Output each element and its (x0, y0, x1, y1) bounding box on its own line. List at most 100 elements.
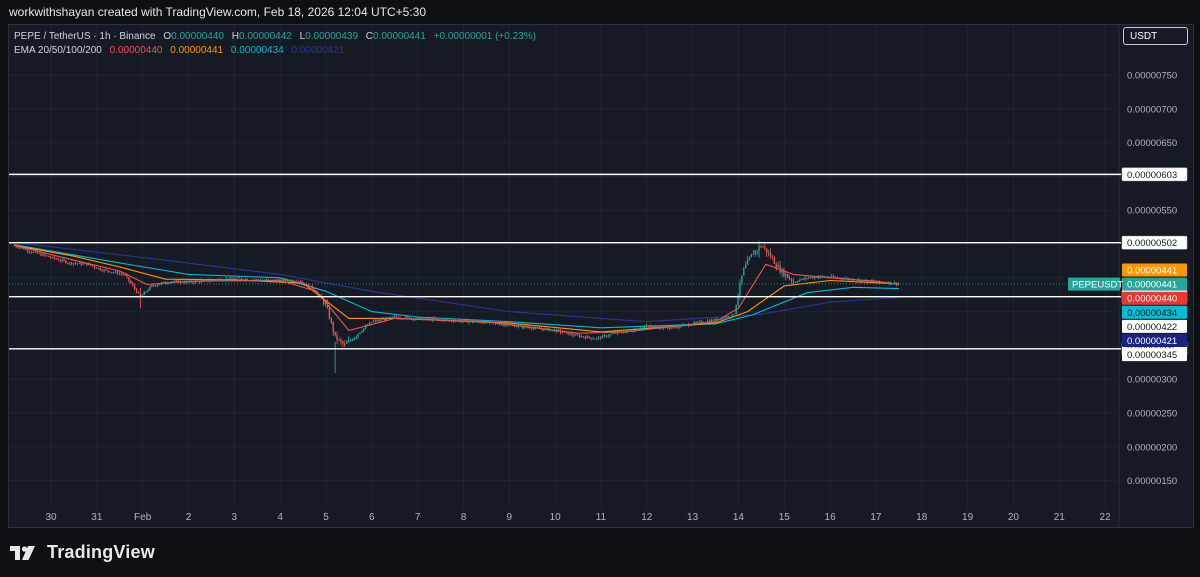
candle-body (193, 282, 195, 284)
candle-body (49, 256, 52, 258)
level-price-label: 0.00000345 (1127, 350, 1177, 361)
candle-body (86, 263, 88, 266)
candle-body (101, 270, 103, 272)
candle-body (452, 320, 455, 322)
candle-body (433, 318, 436, 320)
candle-body (109, 271, 111, 273)
candle-body (175, 280, 178, 282)
candle-body (714, 318, 716, 321)
footer-brand[interactable]: TradingView (10, 542, 155, 563)
candle-body (578, 335, 581, 337)
candle-body (332, 322, 334, 332)
candle-body (168, 282, 170, 284)
candle-body (693, 322, 695, 325)
candle-body (811, 277, 814, 279)
x-tick-label: 7 (415, 512, 421, 523)
candle-body (636, 329, 638, 331)
change-value: +0.00000001 (+0.23%) (433, 31, 536, 42)
candle-body (305, 283, 308, 285)
candle-body (160, 282, 163, 285)
candle-body (114, 271, 117, 273)
x-tick-label: 11 (596, 512, 607, 523)
candle-body (214, 279, 216, 281)
candle-body (414, 318, 417, 320)
candle-body (118, 273, 121, 275)
candle-body (460, 321, 462, 322)
candle-body (792, 281, 795, 283)
candle-body (198, 281, 201, 283)
candle-body (378, 319, 380, 321)
candle-body (538, 327, 541, 329)
candle-body (370, 322, 373, 323)
candle-body (550, 330, 552, 331)
low-value: 0.00000439 (305, 31, 359, 42)
candle-body (166, 282, 168, 284)
candle-body (399, 318, 401, 319)
candle-body (170, 281, 172, 283)
candle-body (296, 281, 298, 283)
level-price-label: 0.00000502 (1127, 238, 1177, 249)
x-tick-label: 20 (1008, 512, 1020, 523)
candle-body (91, 265, 94, 267)
candle-body (471, 320, 474, 323)
candle-body (542, 329, 544, 331)
candle-body (355, 336, 357, 338)
level-price-tag (1121, 235, 1188, 250)
candle-body (890, 281, 892, 284)
candle-body (53, 256, 56, 259)
candle-body (252, 279, 254, 281)
candle-body (611, 333, 613, 335)
candle-body (668, 327, 671, 329)
candle-body (206, 279, 208, 281)
candle-body (697, 321, 699, 323)
candle-body (429, 318, 432, 321)
candle-body (848, 278, 850, 280)
candle-body (200, 280, 203, 283)
candle-body (494, 322, 497, 324)
candle-body (403, 318, 405, 320)
candle-body (240, 278, 243, 280)
candle-body (830, 276, 833, 278)
candle-body (573, 334, 575, 336)
candle-body (769, 252, 772, 257)
candle-body (588, 336, 590, 338)
candle-body (70, 262, 73, 265)
candle-body (225, 278, 227, 281)
candle-body (569, 333, 571, 335)
candle-body (154, 285, 157, 287)
candle-body (506, 325, 508, 327)
candle-body (174, 280, 176, 282)
candle-body (872, 281, 875, 282)
candle-body (586, 336, 588, 339)
candle-body (670, 327, 672, 329)
candle-body (809, 277, 812, 278)
candle-body (300, 281, 302, 283)
candle-body (659, 328, 661, 329)
candle-body (638, 329, 640, 331)
candle-body (867, 280, 869, 283)
candle-body (580, 336, 583, 338)
candle-body (798, 280, 800, 282)
candle-body (130, 280, 132, 284)
candle-body (208, 280, 210, 282)
candle-body (250, 280, 252, 281)
candle-body (13, 245, 16, 247)
candle-body (361, 330, 363, 333)
candle-body (687, 324, 690, 326)
candle-body (680, 325, 682, 327)
currency-button[interactable]: USDT (1123, 27, 1188, 45)
candle-body (498, 324, 501, 325)
candle-body (892, 283, 894, 285)
candle-body (470, 320, 472, 322)
candle-body (195, 281, 197, 283)
candle-body (722, 317, 724, 320)
candle-body (231, 277, 233, 279)
candle-body (328, 308, 331, 319)
candle-body (334, 331, 336, 336)
candle-body (212, 279, 214, 281)
candle-body (25, 249, 27, 251)
candle-body (395, 316, 397, 318)
candle-body (275, 279, 277, 281)
candle-body (317, 293, 319, 295)
